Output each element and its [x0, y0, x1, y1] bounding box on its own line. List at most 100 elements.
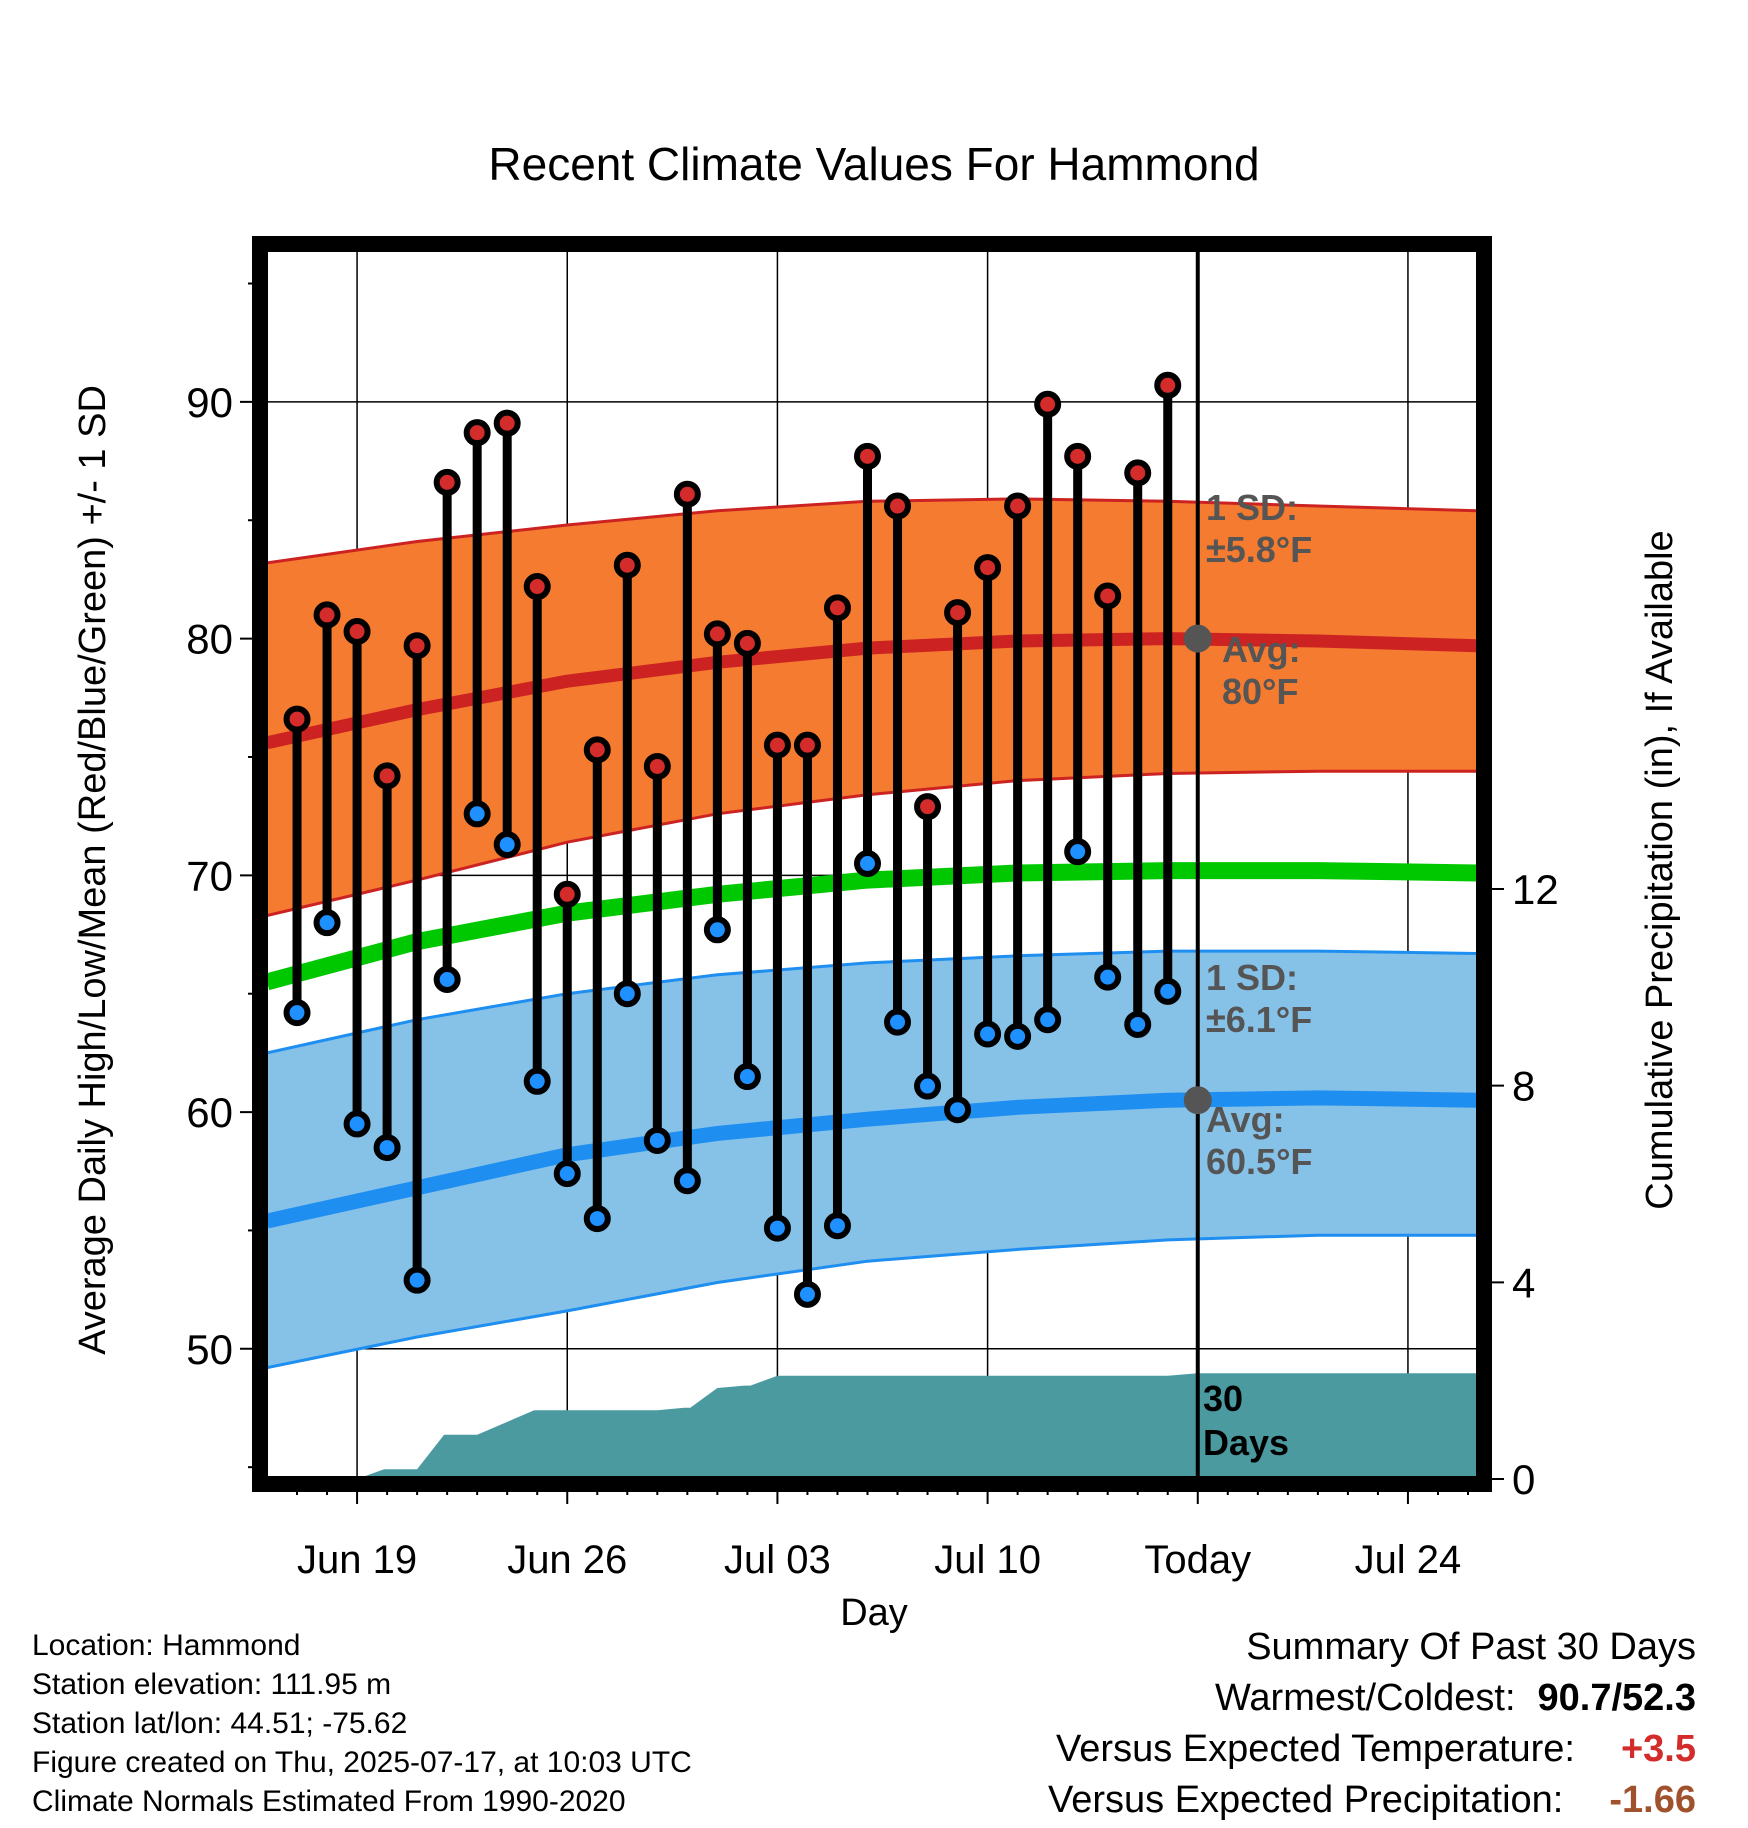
high-point — [1154, 371, 1182, 399]
elevation-text: Station elevation: 111.95 m — [32, 1668, 392, 1701]
high-point — [944, 599, 972, 627]
high-point — [463, 419, 491, 447]
low-point — [823, 1212, 851, 1240]
low-point — [403, 1266, 431, 1294]
low-point — [914, 1072, 942, 1100]
summary-temp: Versus Expected Temperature: +3.5 — [1048, 1724, 1696, 1775]
latlon-text: Station lat/lon: 44.51; -75.62 — [32, 1707, 408, 1740]
y-right-tick-label: 12 — [1512, 866, 1559, 913]
low-point — [1094, 963, 1122, 991]
low-avg-line — [267, 1090, 1477, 1229]
temp-value: +3.5 — [1620, 1728, 1696, 1770]
precip-label: Versus Expected Precipitation: — [1047, 1779, 1564, 1821]
low-point — [343, 1110, 371, 1138]
low-band-upper-edge — [267, 949, 1477, 1055]
high-point — [1124, 459, 1152, 487]
warm-cold-label: Warmest/Coldest: — [1214, 1677, 1516, 1719]
high-point — [1004, 492, 1032, 520]
y-axis-left-label: Average Daily High/Low/Mean (Red/Blue/Gr… — [72, 385, 114, 1355]
low-point — [673, 1167, 701, 1195]
station-info: Location: Hammond Station elevation: 111… — [32, 1626, 692, 1821]
x-tick-label: Jun 19 — [297, 1538, 417, 1582]
temp-label: Versus Expected Temperature: — [1056, 1728, 1575, 1770]
created-text: Figure created on Thu, 2025-07-17, at 10… — [32, 1746, 692, 1779]
mean-avg-line — [267, 862, 1477, 991]
high-point — [673, 480, 701, 508]
y-right-tick-label: 8 — [1512, 1063, 1535, 1110]
high-point — [523, 573, 551, 601]
today-low-avg-marker — [1183, 1086, 1212, 1115]
x-tick-label: Jul 03 — [724, 1538, 831, 1582]
high-point — [643, 752, 671, 780]
summary-panel: Summary Of Past 30 Days Warmest/Coldest:… — [1048, 1622, 1696, 1826]
low-point — [1034, 1006, 1062, 1034]
high-point — [974, 554, 1002, 582]
low-point — [1154, 977, 1182, 1005]
high-sd-annotation: 1 SD: ±5.8°F — [1206, 487, 1312, 570]
high-point — [703, 620, 731, 648]
high-point — [853, 442, 881, 470]
low-point — [553, 1160, 581, 1188]
high-avg-annotation: Avg: 80°F — [1222, 629, 1301, 712]
y-left-tick-label: 80 — [186, 616, 233, 663]
low-sd-annotation: 1 SD: ±6.1°F — [1206, 957, 1312, 1040]
low-point — [493, 831, 521, 859]
high-point — [884, 492, 912, 520]
high-point — [763, 731, 791, 759]
summary-title: Summary Of Past 30 Days — [1246, 1626, 1696, 1668]
low-point — [433, 965, 461, 993]
low-avg-annotation: Avg: 60.5°F — [1206, 1099, 1312, 1182]
low-point — [523, 1067, 551, 1095]
low-point — [583, 1205, 611, 1233]
high-point — [373, 762, 401, 790]
high-point — [793, 731, 821, 759]
low-point — [974, 1020, 1002, 1048]
high-point — [403, 632, 431, 660]
location-text: Location: Hammond — [32, 1629, 301, 1662]
precip-value: -1.66 — [1609, 1779, 1696, 1821]
x-tick-label: Jul 10 — [934, 1538, 1041, 1582]
low-point — [853, 850, 881, 877]
y-left-tick-label: 70 — [186, 852, 233, 899]
high-point — [733, 629, 761, 657]
low-point — [1064, 838, 1092, 866]
low-point — [944, 1096, 972, 1124]
low-point — [283, 999, 311, 1027]
high-point — [914, 793, 942, 821]
precip-area — [267, 1373, 1477, 1479]
low-band-lower-edge — [267, 1233, 1477, 1370]
high-point — [283, 705, 311, 733]
low-point — [463, 800, 491, 828]
high-point — [1064, 442, 1092, 470]
today-high-avg-marker — [1183, 624, 1212, 653]
x-tick-label: Today — [1144, 1538, 1251, 1582]
high-sd-band — [267, 498, 1477, 916]
y-right-tick-label: 4 — [1512, 1259, 1535, 1306]
high-point — [613, 551, 641, 579]
y-axis-right-label: Cumulative Precipitation (in), If Availa… — [1639, 530, 1681, 1209]
high-point — [343, 618, 371, 646]
y-left-tick-label: 60 — [186, 1089, 233, 1136]
y-right-tick-label: 0 — [1512, 1456, 1535, 1503]
low-point — [733, 1063, 761, 1091]
y-left-tick-label: 90 — [186, 379, 233, 426]
low-point — [884, 1008, 912, 1036]
y-left-tick-label: 50 — [186, 1326, 233, 1373]
x-tick-label: Jun 26 — [507, 1538, 627, 1582]
low-point — [613, 980, 641, 1008]
precip-period-label: 30 Days — [1203, 1378, 1289, 1463]
high-point — [433, 468, 461, 496]
normals-text: Climate Normals Estimated From 1990-2020 — [32, 1785, 626, 1818]
low-point — [763, 1214, 791, 1242]
high-point — [823, 594, 851, 622]
high-point — [553, 880, 581, 908]
high-point — [1034, 390, 1062, 418]
low-point — [793, 1280, 821, 1308]
warm-cold-value: 90.7/52.3 — [1537, 1677, 1696, 1719]
plot-frame — [252, 236, 1492, 1492]
plot-area: 1 SD: ±5.8°F Avg: 80°F 1 SD: ±6.1°F Avg: 60.5°F… — [186, 236, 1559, 1582]
low-point — [1004, 1022, 1032, 1050]
high-point — [313, 601, 341, 629]
low-point — [313, 909, 341, 937]
